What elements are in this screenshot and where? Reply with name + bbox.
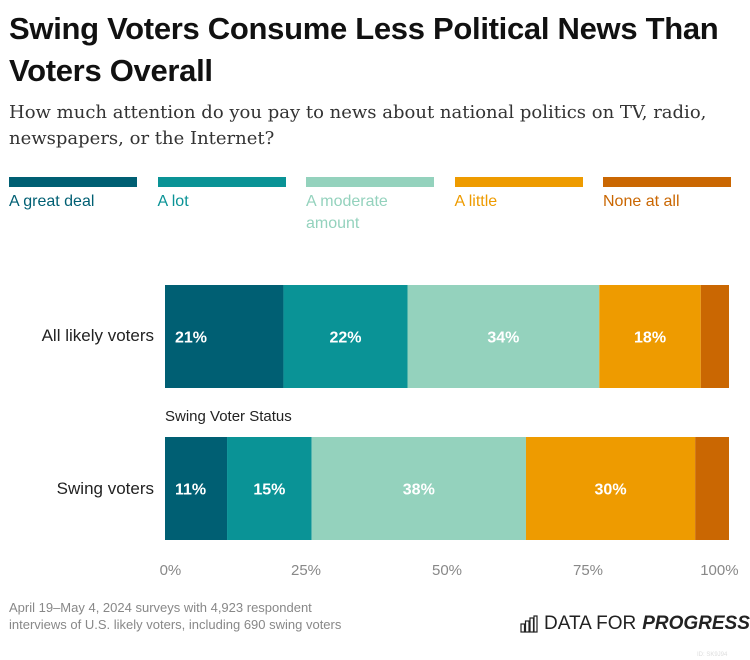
category-label-swing: Swing voters xyxy=(56,479,154,498)
bar-segment xyxy=(599,285,701,388)
bar-segment xyxy=(700,285,729,388)
bar-segment xyxy=(407,285,600,388)
bar-segment xyxy=(311,437,526,540)
legend-swatch xyxy=(603,177,731,187)
legend-label: A great deal xyxy=(9,193,95,210)
bar-chart-icon xyxy=(520,615,538,633)
bar-segment xyxy=(525,437,696,540)
x-tick-label: 25% xyxy=(290,562,322,579)
bar-segment xyxy=(165,285,284,388)
footnote: April 19–May 4, 2024 surveys with 4,923 … xyxy=(9,600,342,632)
bar-segment xyxy=(695,437,729,540)
x-tick-label: 0% xyxy=(159,562,182,579)
data-label: 21% xyxy=(175,330,207,347)
legend-label: A little xyxy=(454,193,498,210)
chart-title: Swing Voters Consume Less Political News… xyxy=(9,11,719,88)
logo: DATA FOR PROGRESS xyxy=(520,613,750,635)
legend-swatch xyxy=(9,177,137,187)
legend-item: A moderate amount xyxy=(306,177,434,235)
data-label: 34% xyxy=(487,330,519,347)
legend-item: A little xyxy=(454,177,583,213)
logo-text-1: DATA FOR xyxy=(544,613,637,634)
x-tick-label: 100% xyxy=(700,562,739,579)
legend-swatch xyxy=(306,177,434,187)
data-label: 18% xyxy=(634,330,666,347)
legend-label: None at all xyxy=(603,193,680,210)
chart-subtitle: How much attention do you pay to news ab… xyxy=(9,102,707,149)
x-tick-label: 50% xyxy=(431,562,463,579)
legend-label: A lot xyxy=(157,193,189,210)
legend-item: A great deal xyxy=(9,177,137,213)
bar-segment xyxy=(165,437,228,540)
legend-label: A moderate amount xyxy=(306,193,388,232)
x-tick-label: 75% xyxy=(572,562,604,579)
bar-segment xyxy=(283,285,408,388)
image-id: ID: SK9J94 xyxy=(697,652,728,658)
legend-item: A lot xyxy=(157,177,286,213)
bar-segment xyxy=(227,437,312,540)
data-label: 38% xyxy=(403,482,435,499)
legend-swatch xyxy=(454,177,583,187)
data-label: 30% xyxy=(595,482,627,499)
group-label: Swing Voter Status xyxy=(165,408,292,425)
legend-swatch xyxy=(157,177,286,187)
category-label-all: All likely voters xyxy=(41,326,154,345)
data-label: 11% xyxy=(175,482,206,499)
data-label: 22% xyxy=(329,330,361,347)
data-label: 15% xyxy=(253,482,285,499)
logo-text-2: PROGRESS xyxy=(642,613,750,634)
legend-item: None at all xyxy=(603,177,731,213)
